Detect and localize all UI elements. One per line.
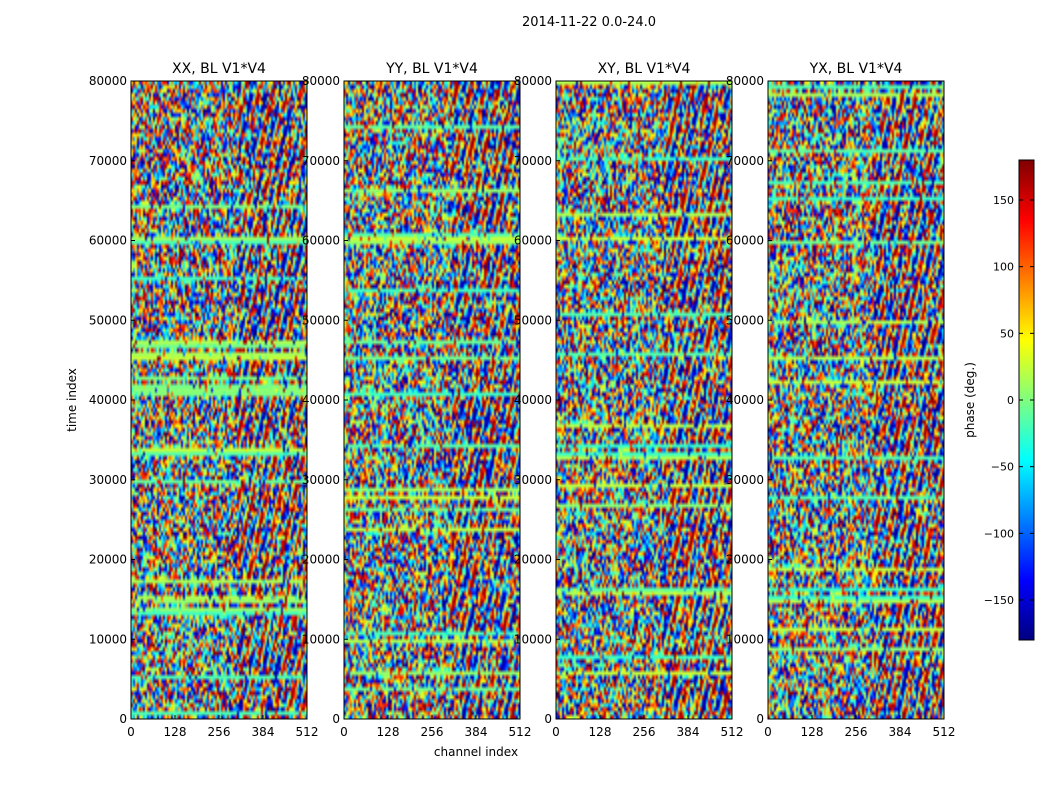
x-tick-label: 128 [164,725,187,739]
y-tick-label: 50000 [726,313,764,327]
x-tick-label: 512 [509,725,532,739]
y-tick-label: 0 [119,712,127,726]
x-tick-label: 128 [377,725,400,739]
x-tick-label: 384 [677,725,700,739]
panel-4: YX, BL V1*V4 0 128 256 384 512 0 10000 20000 3000… [726,61,956,739]
x-tick-label: 128 [589,725,612,739]
colorbar-tick-label: 100 [993,261,1014,274]
panel-2: YY, BL V1*V4 0 128 256 384 512 0 10000 20000 3000… [302,61,532,739]
y-tick-label: 0 [756,712,764,726]
y-tick-label: 80000 [514,74,552,88]
y-tick-label: 40000 [726,393,764,407]
heatmap-image [344,81,520,719]
x-tick-label: 256 [845,725,868,739]
y-tick-label: 80000 [89,74,127,88]
y-tick-label: 10000 [514,632,552,646]
x-tick-label: 128 [801,725,824,739]
y-tick-label: 60000 [302,234,340,248]
panel-1: XX, BL V1*V4 0 128 256 384 512 0 10000 20000 3000… [89,61,319,739]
y-tick-label: 50000 [302,313,340,327]
y-tick-label: 40000 [89,393,127,407]
y-tick-label: 60000 [89,234,127,248]
x-tick-label: 0 [764,725,772,739]
y-tick-label: 70000 [514,154,552,168]
panel-3: XY, BL V1*V4 0 128 256 384 512 0 10000 20000 3000… [514,61,744,739]
colorbar-label: phase (deg.) [963,362,977,438]
x-tick-label: 256 [633,725,656,739]
x-tick-label: 256 [421,725,444,739]
y-tick-label: 0 [332,712,340,726]
y-tick-label: 50000 [514,313,552,327]
y-tick-label: 60000 [514,234,552,248]
colorbar-tick-label: 150 [993,194,1014,207]
x-tick-label: 0 [552,725,560,739]
x-tick-label: 384 [252,725,275,739]
panel-title: XX, BL V1*V4 [172,61,266,77]
y-tick-label: 10000 [89,632,127,646]
y-tick-label: 80000 [726,74,764,88]
y-tick-label: 20000 [514,553,552,567]
x-tick-label: 512 [933,725,956,739]
y-tick-label: 50000 [89,313,127,327]
y-tick-label: 20000 [89,553,127,567]
panel-title: YX, BL V1*V4 [809,61,903,77]
colorbar-tick-label: 50 [1000,327,1014,340]
colorbar-tick-label: 0 [1007,394,1014,407]
x-tick-label: 256 [208,725,231,739]
heatmap-image [131,81,307,719]
x-tick-label: 0 [340,725,348,739]
y-tick-label: 40000 [514,393,552,407]
y-tick-label: 30000 [514,473,552,487]
y-tick-label: 20000 [302,553,340,567]
x-tick-label: 384 [465,725,488,739]
y-tick-label: 10000 [302,632,340,646]
y-tick-label: 80000 [302,74,340,88]
y-tick-label: 20000 [726,553,764,567]
y-tick-label: 60000 [726,234,764,248]
colorbar: −150 −100 −50 0 50 100 150 phase (deg.) [963,159,1035,641]
colorbar-tick-label: −100 [984,527,1014,540]
y-tick-label: 10000 [726,632,764,646]
x-tick-label: 512 [296,725,319,739]
y-tick-label: 30000 [726,473,764,487]
x-tick-label: 512 [721,725,744,739]
figure-title: 2014-11-22 0.0-24.0 [522,15,656,30]
colorbar-tick-label: −50 [991,461,1014,474]
y-axis-label: time index [65,368,79,432]
x-tick-label: 0 [127,725,135,739]
y-tick-label: 70000 [302,154,340,168]
colorbar-tick-label: −150 [984,594,1014,607]
x-axis-label: channel index [434,745,518,759]
y-tick-label: 0 [544,712,552,726]
panel-title: YY, BL V1*V4 [385,61,478,77]
y-tick-label: 40000 [302,393,340,407]
y-tick-label: 30000 [302,473,340,487]
y-tick-label: 30000 [89,473,127,487]
x-tick-label: 384 [889,725,912,739]
heatmap-image [556,81,732,719]
panel-title: XY, BL V1*V4 [598,61,691,77]
heatmap-image [768,81,944,719]
y-tick-label: 70000 [89,154,127,168]
y-tick-label: 70000 [726,154,764,168]
